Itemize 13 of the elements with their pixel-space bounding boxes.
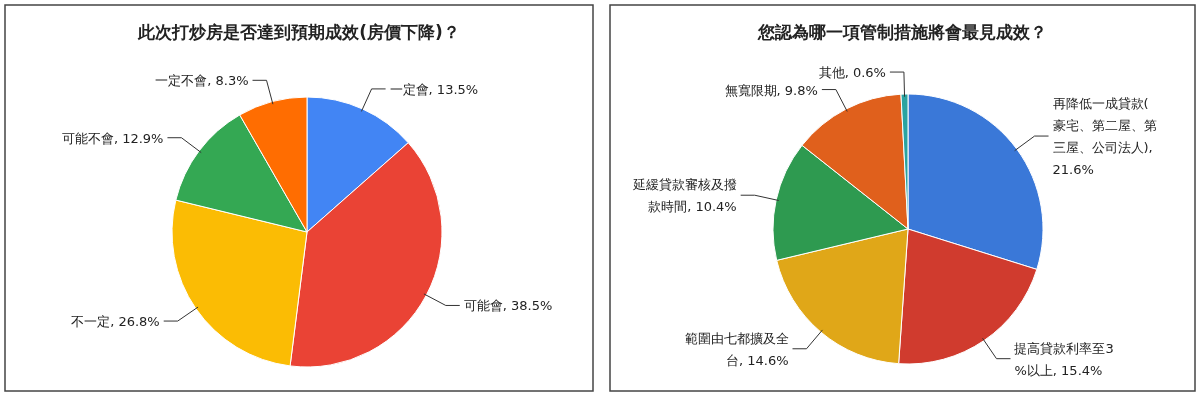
slice-label: 無寬限期, 9.8% xyxy=(724,82,818,98)
slice-label: 可能會, 38.5% xyxy=(463,298,553,314)
slice-label: 範圍由七都擴及全台, 14.6% xyxy=(684,330,789,368)
chart-title: 此次打炒房是否達到預期成效(房價下降)？ xyxy=(137,22,460,42)
chart-title: 您認為哪一項管制措施將會最見成效？ xyxy=(757,22,1047,42)
slice-label: 可能不會, 12.9% xyxy=(61,130,164,146)
slice-label: 一定不會, 8.3% xyxy=(155,73,249,89)
slice-label: 再降低一成貸款(豪宅、第二屋、第三屋、公司法人), 21.6% xyxy=(1052,96,1157,178)
slice-label: 提高貸款利率至3%以上, 15.4% xyxy=(1014,340,1114,378)
slice-label: 其他, 0.6% xyxy=(818,65,886,81)
slice-label: 不一定, 26.8% xyxy=(71,314,160,330)
slice-label: 一定會, 13.5% xyxy=(389,81,479,97)
slice-label: 延緩貸款審核及撥款時間, 10.4% xyxy=(631,177,737,215)
